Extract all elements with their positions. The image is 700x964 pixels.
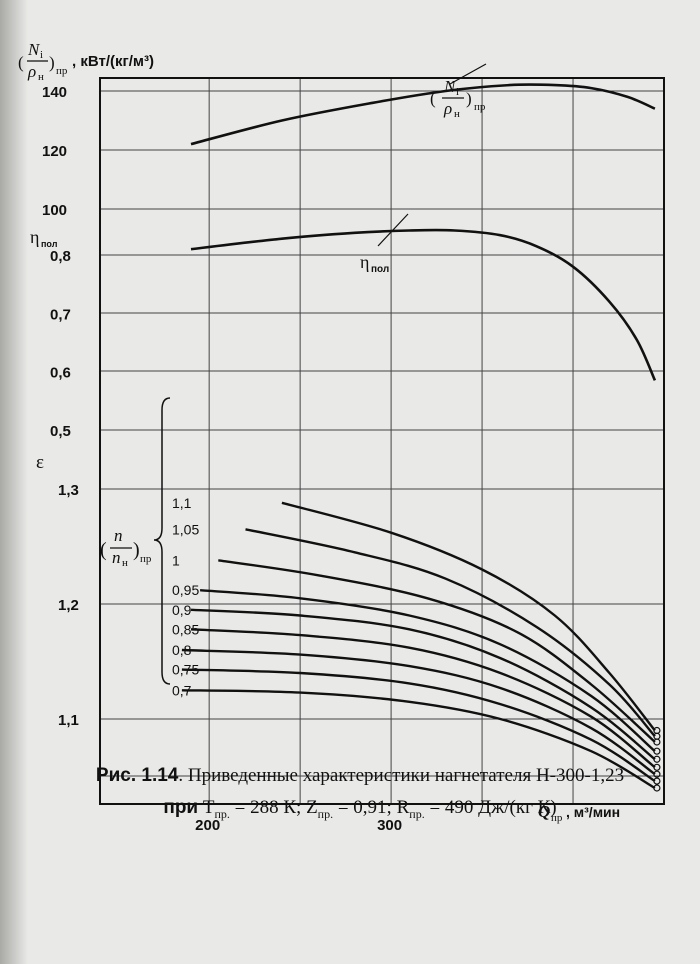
caption-T-value: = 288 К;: [229, 797, 302, 818]
speed-labels: 1,1 1,05 1 0,95 0,9 0,85 0,8 0,75 0,7: [172, 495, 199, 698]
figure-caption-line1: Рис. 1.14. Приведенные характеристики на…: [20, 765, 700, 787]
speed-label-rparen: ): [133, 539, 140, 561]
x-tick-label: 200: [195, 817, 220, 834]
pressure-curve: [190, 608, 656, 761]
speed-ratio-value: 1,1: [172, 495, 192, 511]
pressure-axis-label: ε: [36, 452, 44, 473]
figure-number: Рис. 1.14: [95, 765, 179, 786]
binding-shadow: [0, 0, 28, 964]
pressure-curve: [190, 628, 656, 769]
x-axis-symbol: Q: [538, 802, 550, 821]
caption-Z-sub: пр.: [317, 806, 334, 821]
speed-ratio-value: 0,95: [172, 582, 199, 598]
caption-R-value: = 490 Дж/(кг К): [424, 797, 557, 818]
power-curve-leader: [449, 63, 487, 85]
pressure-tick-label: 1,3: [58, 482, 79, 499]
speed-label-lparen: (: [100, 539, 107, 561]
x-axis-unit: , м³/мин: [566, 804, 620, 820]
caption-T-sub: пр.: [214, 806, 230, 821]
pressure-curve-end: [653, 784, 661, 792]
pressure-curve-end: [653, 777, 661, 785]
efficiency-axis-sub: пол: [41, 239, 58, 249]
caption-Z-value: = 0,91;: [333, 797, 392, 818]
power-axis-den-sub: н: [38, 71, 44, 83]
speed-label-sub: пр: [140, 553, 152, 565]
speed-ratio-value: 0,7: [172, 682, 192, 698]
power-tick-label: 100: [42, 202, 67, 219]
efficiency-tick-label: 0,5: [50, 423, 71, 440]
pressure-curve: [181, 648, 656, 776]
speed-ratio-value: 0,75: [172, 662, 199, 678]
pressure-curve: [281, 501, 656, 732]
power-curve: [190, 83, 656, 146]
figure-caption-line2: при Tпр. = 288 К; Zпр. = 0,91; Rпр. = 49…: [20, 797, 700, 822]
pressure-curve: [218, 559, 656, 743]
power-tick-label: 140: [42, 84, 67, 101]
power-axis-num: N: [27, 40, 41, 59]
pressure-curve-end: [653, 755, 661, 763]
chart-frame: [99, 77, 665, 805]
speed-ratio-label: ( n n н ) пр: [100, 526, 152, 569]
power-axis-num-sub: i: [40, 49, 43, 61]
efficiency-tick-label: 0,8: [50, 248, 71, 265]
speed-brace: [153, 397, 171, 685]
x-tick-label: 300: [377, 817, 402, 834]
efficiency-tick-label: 0,7: [50, 306, 71, 323]
power-curve-num-sub: i: [456, 86, 459, 98]
efficiency-axis-label: η пол: [30, 227, 58, 249]
chart-grid: [100, 78, 664, 804]
efficiency-curve-symbol: η: [360, 252, 369, 272]
pressure-curve: [181, 689, 656, 790]
efficiency-curve-sub: пол: [371, 264, 389, 275]
chart-curves: [181, 83, 661, 792]
caption-R-sub: пр.: [409, 806, 425, 821]
power-axis-sub: пр: [56, 65, 68, 77]
speed-ratio-value: 1: [172, 552, 180, 568]
power-tick-label: 120: [42, 143, 67, 160]
power-curve-den: ρ: [443, 99, 452, 118]
power-curve-den-sub: н: [454, 108, 460, 120]
speed-ratio-value: 0,8: [172, 642, 192, 658]
x-axis-sub: пр: [551, 812, 563, 824]
pressure-curve: [181, 668, 656, 783]
power-curve-label: ( N i ρ н ) пр: [430, 77, 486, 120]
axis-ticks: 140 120 100 0,8 0,7 0,6 0,5 1,3 1,2 1,1 200 300: [42, 84, 402, 834]
caption-Z-symbol: Z: [306, 797, 318, 818]
pressure-curve-end: [653, 747, 661, 755]
caption-prefix: при: [163, 797, 199, 818]
power-axis-rparen: ): [49, 53, 55, 72]
pressure-curve-end: [653, 770, 661, 778]
efficiency-tick-label: 0,6: [50, 365, 71, 382]
pressure-curve: [200, 589, 656, 753]
power-curve-lparen: (: [430, 89, 436, 108]
power-curve-num: N: [443, 77, 457, 96]
power-curve-rparen: ): [466, 89, 472, 108]
efficiency-curve: [190, 228, 657, 381]
caption-T-symbol: T: [202, 797, 215, 818]
pressure-curve-end: [653, 763, 661, 771]
power-curve-sub: пр: [474, 101, 486, 113]
x-axis-label: Q пр , м³/мин: [538, 802, 620, 824]
pressure-tick-label: 1,1: [58, 712, 79, 729]
power-axis-unit: , кВт/(кг/м³): [72, 53, 154, 70]
power-axis-lparen: (: [18, 53, 24, 72]
speed-label-num: n: [114, 526, 123, 545]
efficiency-curve-label: η пол: [360, 252, 389, 275]
speed-ratio-value: 0,85: [172, 621, 199, 637]
speed-ratio-value: 1,05: [172, 521, 199, 537]
caption-R-symbol: R: [396, 797, 410, 818]
pressure-tick-label: 1,2: [58, 597, 79, 614]
power-axis-label: ( N i ρ н ) пр , кВт/(кг/м³): [18, 40, 154, 83]
speed-ratio-value: 0,9: [172, 602, 192, 618]
efficiency-axis-symbol: η: [30, 227, 39, 247]
pressure-curve-end: [653, 738, 661, 746]
figure-title: . Приведенные характеристики нагнетателя…: [178, 765, 625, 786]
power-axis-den: ρ: [27, 62, 36, 81]
speed-label-den: n: [112, 548, 121, 567]
pressure-curve: [245, 528, 656, 738]
speed-label-den-sub: н: [122, 557, 128, 569]
